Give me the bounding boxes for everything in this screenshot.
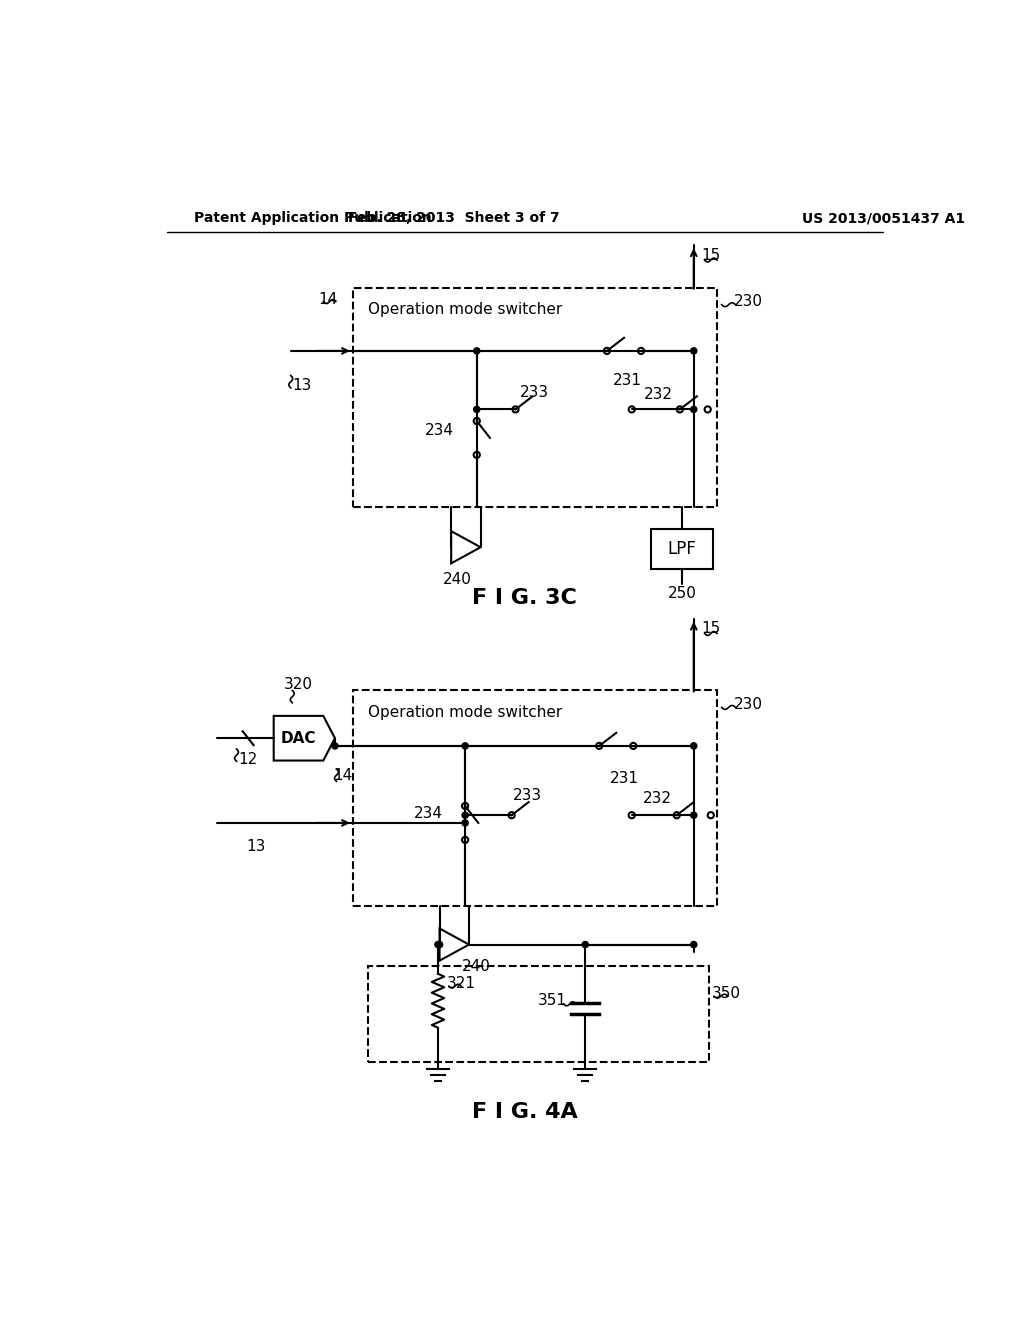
Text: 233: 233: [513, 788, 542, 803]
Text: 230: 230: [734, 294, 763, 309]
Text: 230: 230: [734, 697, 763, 711]
Text: 250: 250: [668, 586, 696, 601]
Circle shape: [690, 348, 697, 354]
Text: 350: 350: [712, 986, 740, 1001]
Text: 234: 234: [425, 422, 454, 438]
Bar: [352, 288, 717, 507]
Circle shape: [332, 743, 338, 748]
Text: 232: 232: [644, 387, 673, 401]
Text: 240: 240: [462, 958, 492, 974]
Text: 351: 351: [539, 993, 567, 1008]
Text: 15: 15: [701, 622, 721, 636]
Bar: [352, 690, 717, 906]
Bar: [369, 966, 710, 1063]
Text: Operation mode switcher: Operation mode switcher: [369, 705, 562, 719]
Text: 14: 14: [318, 292, 337, 306]
Text: 233: 233: [520, 385, 550, 400]
Text: DAC: DAC: [281, 731, 316, 746]
Text: 234: 234: [414, 807, 442, 821]
Bar: [651, 529, 713, 569]
Circle shape: [690, 743, 697, 748]
Text: 13: 13: [246, 838, 265, 854]
Text: 231: 231: [609, 771, 639, 785]
Text: F I G. 3C: F I G. 3C: [472, 589, 578, 609]
Circle shape: [690, 407, 697, 413]
Circle shape: [474, 348, 480, 354]
Circle shape: [690, 941, 697, 948]
Text: US 2013/0051437 A1: US 2013/0051437 A1: [802, 211, 966, 226]
Circle shape: [462, 820, 468, 826]
Text: Operation mode switcher: Operation mode switcher: [369, 302, 562, 317]
Text: 12: 12: [239, 752, 258, 767]
Text: 231: 231: [613, 372, 642, 388]
Circle shape: [583, 941, 589, 948]
Text: Feb. 28, 2013  Sheet 3 of 7: Feb. 28, 2013 Sheet 3 of 7: [348, 211, 559, 226]
Text: F I G. 4A: F I G. 4A: [472, 1102, 578, 1122]
Text: 13: 13: [293, 378, 312, 393]
Text: LPF: LPF: [668, 540, 696, 558]
Circle shape: [436, 941, 442, 948]
Text: Patent Application Publication: Patent Application Publication: [194, 211, 432, 226]
Circle shape: [462, 812, 468, 818]
Text: 14: 14: [333, 768, 352, 783]
Text: 321: 321: [446, 975, 476, 990]
Circle shape: [690, 812, 697, 818]
Circle shape: [435, 941, 441, 948]
Text: 320: 320: [284, 677, 313, 692]
Text: 232: 232: [643, 791, 672, 805]
Text: 240: 240: [443, 572, 472, 587]
Circle shape: [474, 407, 480, 413]
Circle shape: [462, 743, 468, 748]
Text: 15: 15: [701, 248, 721, 263]
